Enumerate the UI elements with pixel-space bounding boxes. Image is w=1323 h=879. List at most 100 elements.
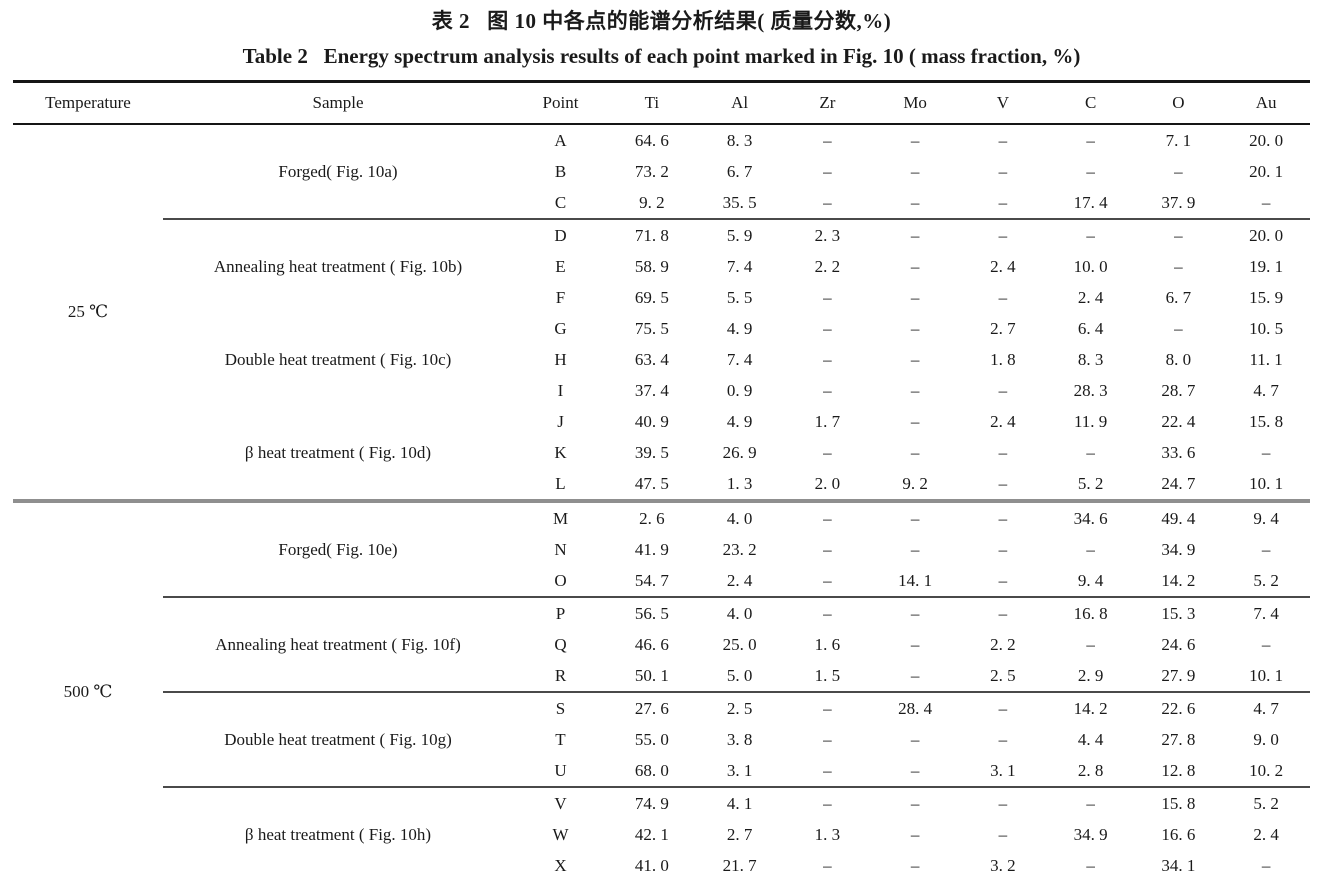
value-cell: 9. 2 <box>902 473 928 493</box>
column-header: O <box>1134 81 1223 125</box>
value-cell: 2. 7 <box>726 824 753 844</box>
value-cell: 2. 4 <box>1253 824 1279 844</box>
point-cell: I <box>557 380 564 400</box>
table-row: Double heat treatment ( Fig. 10c) G 75. 5 4… <box>13 313 1310 369</box>
point-cell: K <box>554 442 567 462</box>
value-cell: 2. 4 <box>990 411 1016 431</box>
value-cell: – <box>823 442 832 462</box>
value-cell: 7. 4 <box>1222 596 1310 629</box>
value-cell: – <box>823 161 832 181</box>
value-cell: – <box>959 691 1047 724</box>
value-cell: 5. 2 <box>1222 786 1310 819</box>
value-cell: 41. 0 <box>634 855 669 875</box>
value-cell: – <box>959 786 1047 819</box>
value-cell: 10. 0 <box>1073 256 1108 276</box>
value-cell: 74. 9 <box>608 786 696 819</box>
point-cell: F <box>555 287 566 307</box>
table-row: E 58. 9 7. 4 2. 2 – 2. 4 10. 0 – 19. 1 <box>13 251 1310 282</box>
value-cell: 56. 5 <box>608 596 696 629</box>
value-cell: – <box>871 596 959 629</box>
table-row: N 41. 9 23. 2 – – – – 34. 9 – <box>13 534 1310 565</box>
value-cell: 2. 8 <box>1077 760 1104 780</box>
value-cell: 7. 1 <box>1165 130 1192 150</box>
value-cell: – <box>1134 218 1223 251</box>
value-cell: 69. 5 <box>634 287 669 307</box>
value-cell: 37. 9 <box>1161 192 1196 212</box>
value-cell: – <box>823 539 832 559</box>
value-cell: – <box>1046 786 1135 819</box>
value-cell: 4. 9 <box>726 318 753 338</box>
value-cell: 2. 9 <box>1077 665 1104 685</box>
value-cell: 27. 8 <box>1161 729 1196 749</box>
value-cell: 40. 9 <box>634 411 669 431</box>
temperature-cell: 500 ℃ <box>13 499 163 879</box>
value-cell: 1. 6 <box>814 634 841 654</box>
value-cell: 15. 9 <box>1249 287 1284 307</box>
value-cell: – <box>998 473 1008 493</box>
value-cell: 7. 4 <box>726 349 753 369</box>
value-cell: 1. 7 <box>814 411 841 431</box>
point-cell: S <box>513 691 608 724</box>
value-cell: – <box>823 729 832 749</box>
value-cell: 9. 4 <box>1222 499 1310 534</box>
column-header: C <box>1046 81 1135 125</box>
value-cell: 4. 4 <box>1077 729 1104 749</box>
value-cell: 11. 1 <box>1249 349 1283 369</box>
value-cell: – <box>783 786 872 819</box>
point-cell: O <box>554 570 567 590</box>
sample-cell: Double heat treatment ( Fig. 10c) <box>224 349 452 369</box>
value-cell: – <box>998 192 1008 212</box>
point-cell: E <box>555 256 566 276</box>
sample-cell: Annealing heat treatment ( Fig. 10b) <box>163 218 513 313</box>
table-row: O 54. 7 2. 4 – 14. 1 – 9. 4 14. 2 5. 2 <box>13 565 1310 597</box>
column-header: Temperature <box>13 81 163 125</box>
value-cell: 25. 0 <box>722 634 757 654</box>
value-cell: – <box>823 318 832 338</box>
column-header: Sample <box>163 81 513 125</box>
column-header: Au <box>1222 81 1310 125</box>
point-cell: U <box>554 760 567 780</box>
point-cell: P <box>513 596 608 629</box>
energy-spectrum-table: Temperature Sample Point Ti Al Zr Mo V C O Au 25 ℃… <box>13 80 1310 879</box>
value-cell: 5. 0 <box>726 665 753 685</box>
value-cell: 27. 9 <box>1161 665 1196 685</box>
value-cell: 35. 5 <box>722 192 757 212</box>
value-cell: – <box>823 855 832 875</box>
value-cell: 2. 3 <box>783 218 872 251</box>
point-cell: L <box>555 473 566 493</box>
table-row: I 37. 4 0. 9 – – – 28. 3 28. 7 4. 7 <box>13 375 1310 406</box>
value-cell: – <box>823 380 832 400</box>
value-cell: 15. 8 <box>1134 786 1223 819</box>
value-cell: 37. 4 <box>634 380 669 400</box>
value-cell: – <box>783 596 872 629</box>
table-row: X 41. 0 21. 7 – – 3. 2 – 34. 1 – <box>13 850 1310 879</box>
value-cell: – <box>823 192 832 212</box>
column-header: Al <box>695 81 784 125</box>
value-cell: 5. 2 <box>1077 473 1104 493</box>
value-cell: 34. 6 <box>1046 499 1135 534</box>
value-cell: – <box>910 665 920 685</box>
header-row: Temperature Sample Point Ti Al Zr Mo V C O Au <box>13 81 1310 125</box>
point-cell: H <box>554 349 567 369</box>
table-row: U 68. 0 3. 1 – – 3. 1 2. 8 12. 8 10. 2 <box>13 755 1310 787</box>
value-cell: 54. 7 <box>634 570 669 590</box>
value-cell: 4. 1 <box>695 786 784 819</box>
value-cell: – <box>998 380 1008 400</box>
table-row: T 55. 0 3. 8 – – – 4. 4 27. 8 9. 0 <box>13 724 1310 755</box>
value-cell: – <box>959 596 1047 629</box>
point-cell: C <box>554 192 567 212</box>
value-cell: – <box>959 218 1047 251</box>
value-cell: – <box>910 349 920 369</box>
value-cell: 2. 4 <box>1077 287 1104 307</box>
value-cell: 34. 1 <box>1161 855 1196 875</box>
value-cell: 28. 7 <box>1161 380 1196 400</box>
value-cell: – <box>1086 161 1095 181</box>
value-cell: 22. 4 <box>1161 411 1196 431</box>
value-cell: 2. 6 <box>608 499 696 534</box>
value-cell: – <box>910 130 920 150</box>
value-cell: 75. 5 <box>634 318 669 338</box>
value-cell: – <box>1086 442 1095 462</box>
value-cell: – <box>998 130 1008 150</box>
